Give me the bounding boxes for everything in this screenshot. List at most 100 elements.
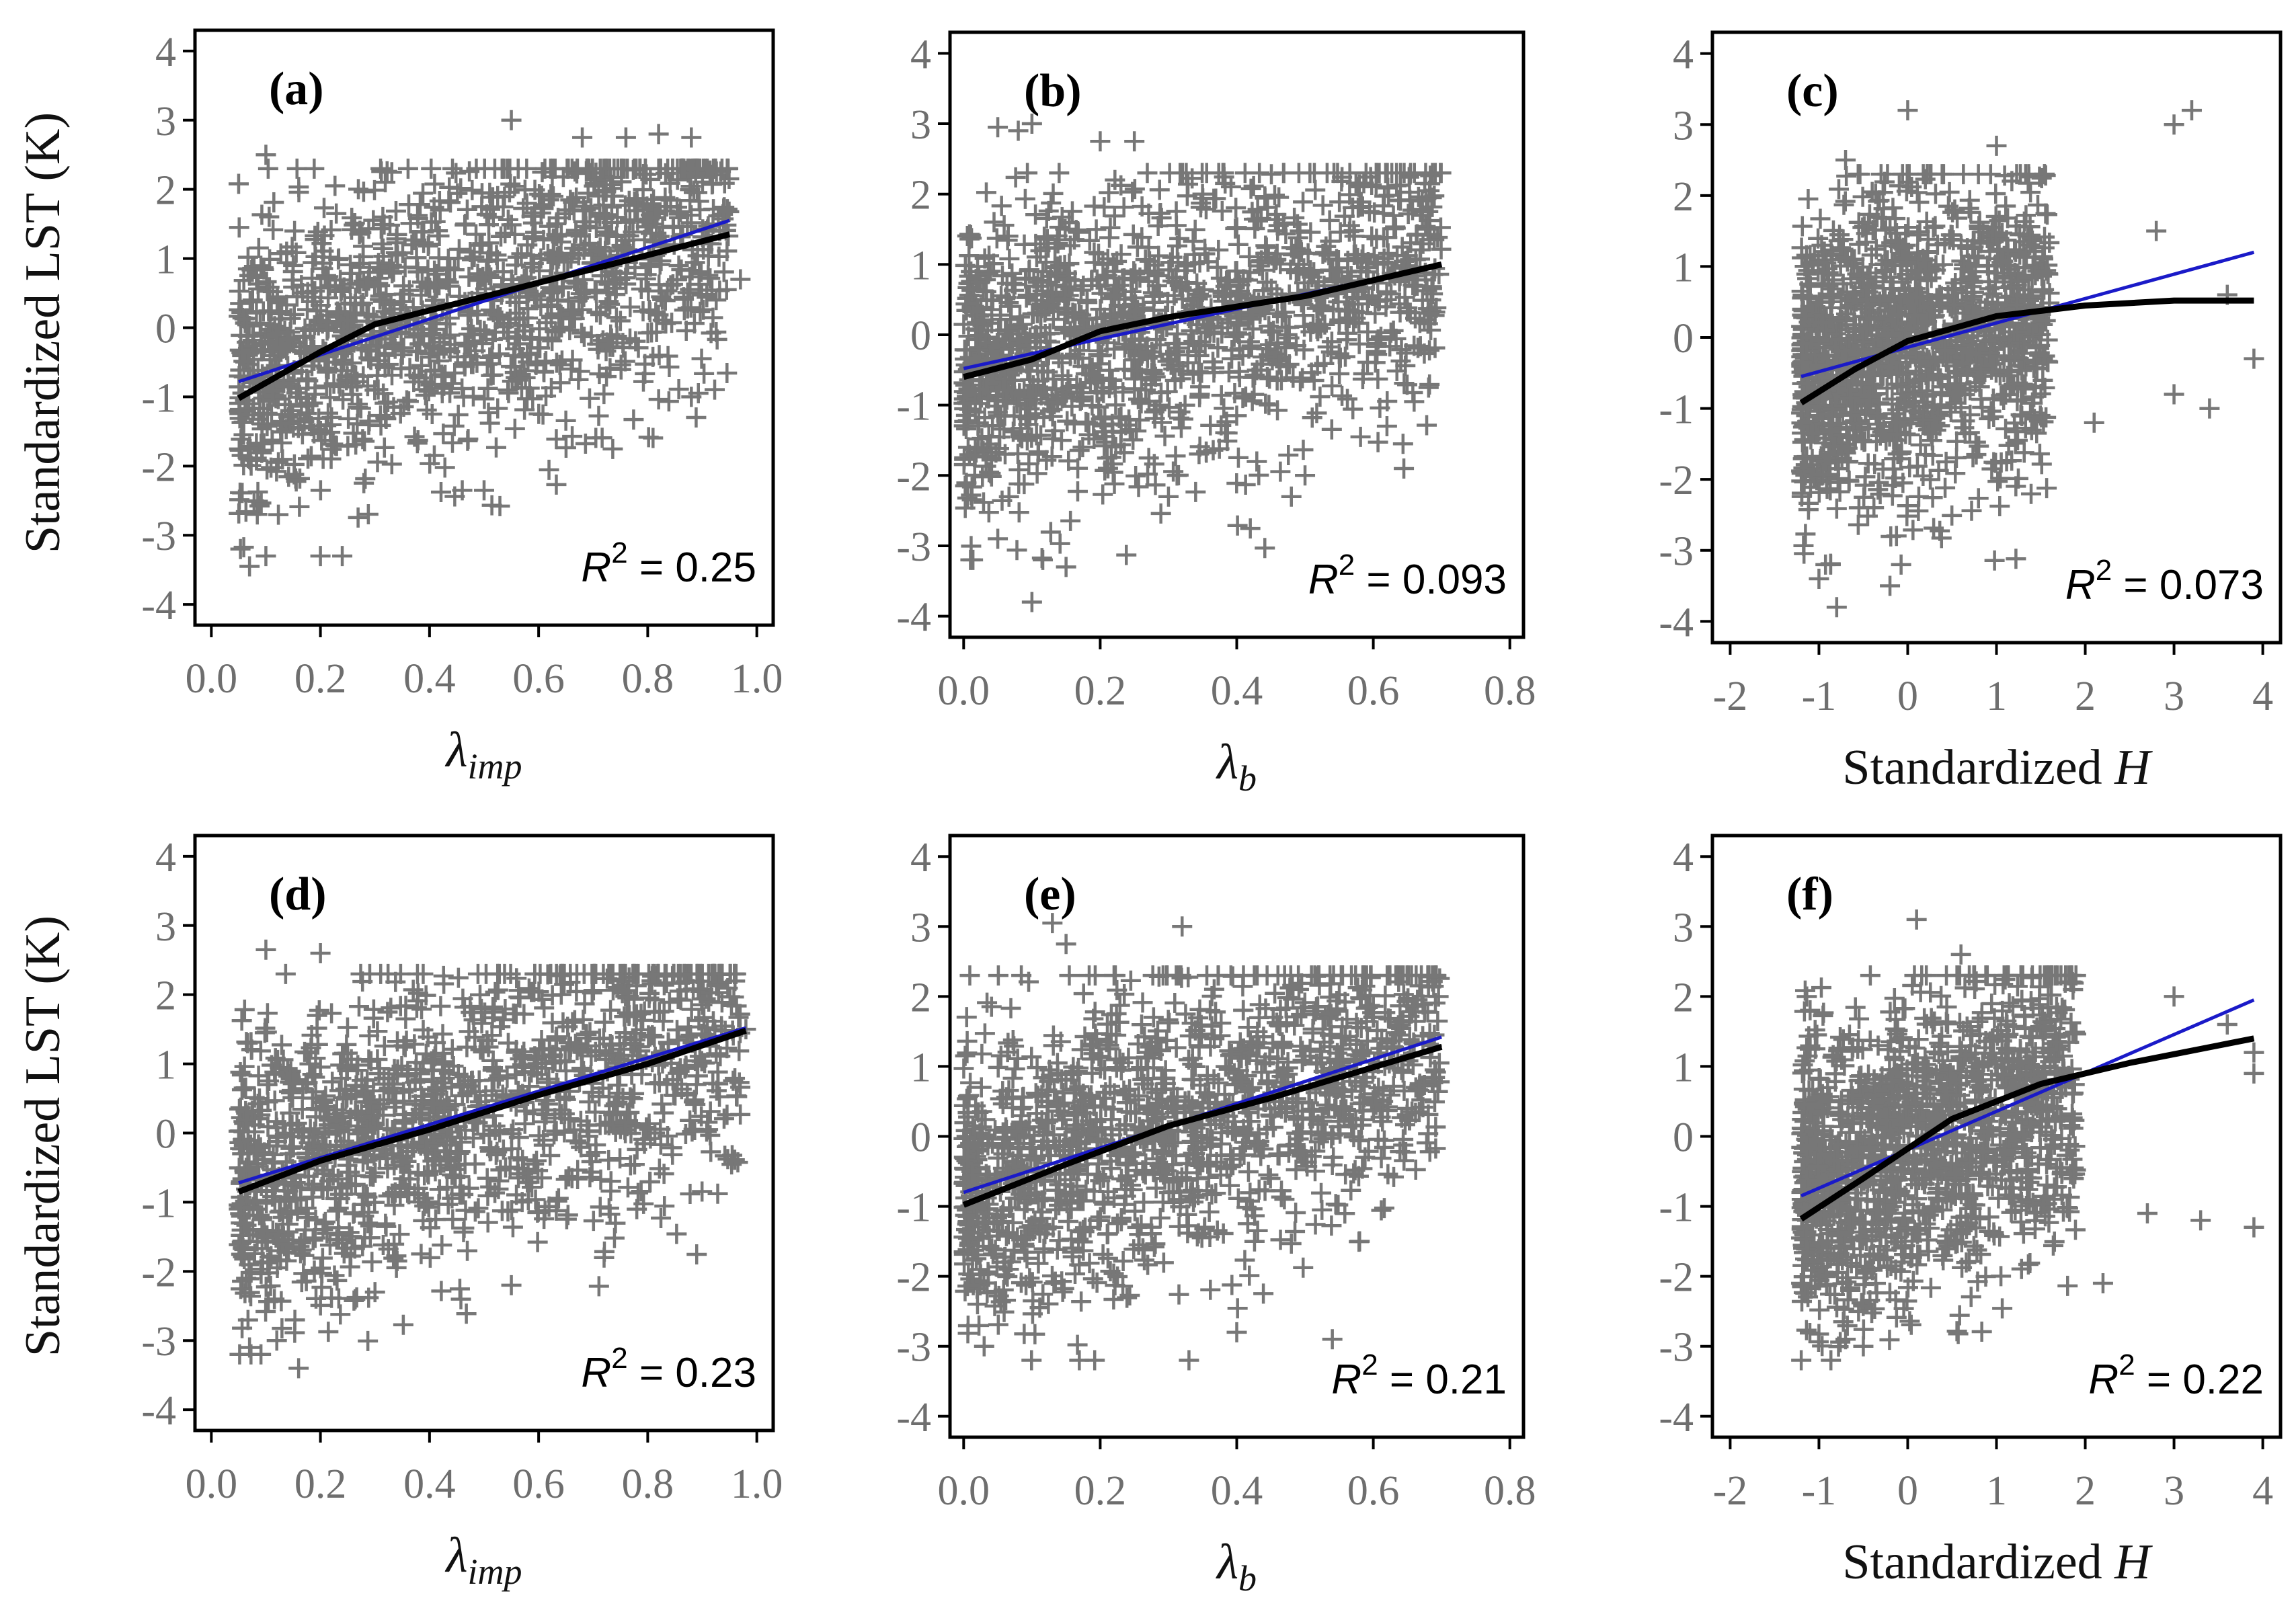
data-point bbox=[658, 346, 678, 366]
data-point bbox=[555, 438, 576, 458]
data-point bbox=[680, 212, 701, 233]
data-point bbox=[1932, 164, 1952, 185]
data-point bbox=[352, 292, 373, 313]
data-point bbox=[505, 292, 526, 313]
data-point bbox=[263, 219, 284, 240]
y-tick-label: -2 bbox=[896, 454, 931, 499]
data-point bbox=[997, 230, 1018, 251]
data-point bbox=[440, 192, 461, 213]
data-point bbox=[706, 290, 727, 311]
data-point bbox=[326, 203, 347, 224]
data-point bbox=[1128, 477, 1149, 497]
data-point bbox=[358, 1330, 379, 1351]
data-point bbox=[232, 483, 253, 503]
data-point bbox=[457, 199, 477, 220]
data-point bbox=[691, 348, 712, 369]
data-point bbox=[1295, 465, 1316, 486]
data-point bbox=[1240, 518, 1261, 539]
data-point bbox=[557, 251, 578, 272]
data-point bbox=[1116, 544, 1137, 565]
data-point bbox=[588, 405, 609, 426]
panel-label: (b) bbox=[1024, 65, 1082, 117]
data-point bbox=[2034, 164, 2055, 185]
data-point bbox=[1090, 131, 1111, 152]
data-point bbox=[1350, 426, 1371, 447]
data-point bbox=[448, 405, 469, 426]
x-tick-label: 2 bbox=[2075, 674, 2096, 719]
data-point bbox=[981, 466, 1002, 487]
data-point bbox=[648, 389, 669, 410]
data-point bbox=[1337, 389, 1358, 409]
data-point bbox=[590, 237, 610, 258]
data-point bbox=[1226, 473, 1247, 493]
data-point bbox=[485, 437, 506, 458]
x-tick-label: 0.4 bbox=[403, 1461, 456, 1507]
r-squared-label: R2 = 0.073 bbox=[2065, 554, 2264, 608]
data-point bbox=[705, 379, 725, 400]
data-point bbox=[1908, 500, 1929, 521]
data-point bbox=[375, 301, 396, 322]
data-point bbox=[1069, 440, 1090, 460]
data-point bbox=[680, 1184, 701, 1205]
data-point bbox=[229, 339, 250, 360]
data-point bbox=[960, 225, 981, 245]
data-point bbox=[1168, 465, 1189, 485]
data-point bbox=[513, 315, 534, 336]
data-point bbox=[233, 537, 254, 558]
y-tick-label: -3 bbox=[141, 514, 176, 559]
data-point bbox=[248, 237, 269, 258]
data-point bbox=[1005, 167, 1026, 188]
data-point bbox=[332, 546, 353, 567]
data-point bbox=[615, 127, 636, 148]
data-point bbox=[961, 536, 982, 557]
data-point bbox=[1394, 458, 1415, 479]
data-point bbox=[326, 436, 347, 456]
r-squared-label: R2 = 0.093 bbox=[1308, 549, 1507, 603]
data-point bbox=[1241, 335, 1262, 356]
data-point bbox=[572, 127, 593, 148]
data-point bbox=[375, 407, 396, 428]
x-tick-label: 0.6 bbox=[512, 656, 565, 702]
y-tick-label: 4 bbox=[155, 835, 176, 881]
data-point bbox=[453, 387, 474, 407]
data-point bbox=[304, 158, 325, 179]
data-point bbox=[1945, 463, 1966, 484]
data-point bbox=[422, 403, 442, 424]
y-tick-label: -3 bbox=[141, 1319, 176, 1365]
data-point bbox=[1192, 184, 1213, 204]
x-axis-label: λimp bbox=[444, 723, 522, 786]
data-point bbox=[407, 323, 428, 344]
data-point bbox=[411, 1244, 432, 1264]
data-point bbox=[493, 196, 514, 217]
data-point bbox=[411, 355, 432, 376]
data-point bbox=[562, 426, 583, 447]
data-point bbox=[1273, 163, 1294, 184]
x-tick-label: 0.2 bbox=[294, 1461, 347, 1507]
data-point bbox=[498, 209, 518, 230]
data-point bbox=[668, 379, 689, 400]
data-point bbox=[1226, 198, 1246, 218]
data-point bbox=[310, 480, 331, 501]
data-point bbox=[957, 487, 978, 508]
y-tick-label: -3 bbox=[896, 524, 931, 570]
data-point bbox=[1031, 548, 1052, 569]
data-point bbox=[413, 183, 434, 204]
data-point bbox=[1798, 189, 1819, 210]
data-point bbox=[579, 388, 600, 409]
data-point bbox=[450, 178, 471, 199]
data-point bbox=[538, 327, 559, 348]
data-point bbox=[257, 1003, 278, 1024]
data-point bbox=[727, 1086, 748, 1107]
data-point bbox=[2164, 384, 2184, 405]
x-tick-label: 0.0 bbox=[186, 656, 238, 702]
data-point bbox=[464, 247, 485, 268]
data-point bbox=[1968, 164, 1989, 185]
x-tick-label: 3 bbox=[2164, 674, 2184, 719]
data-point bbox=[255, 546, 276, 567]
data-point bbox=[707, 329, 727, 350]
data-point bbox=[1255, 538, 1275, 559]
data-point bbox=[511, 243, 532, 264]
data-point bbox=[1021, 592, 1042, 612]
y-tick-label: 4 bbox=[910, 32, 931, 77]
